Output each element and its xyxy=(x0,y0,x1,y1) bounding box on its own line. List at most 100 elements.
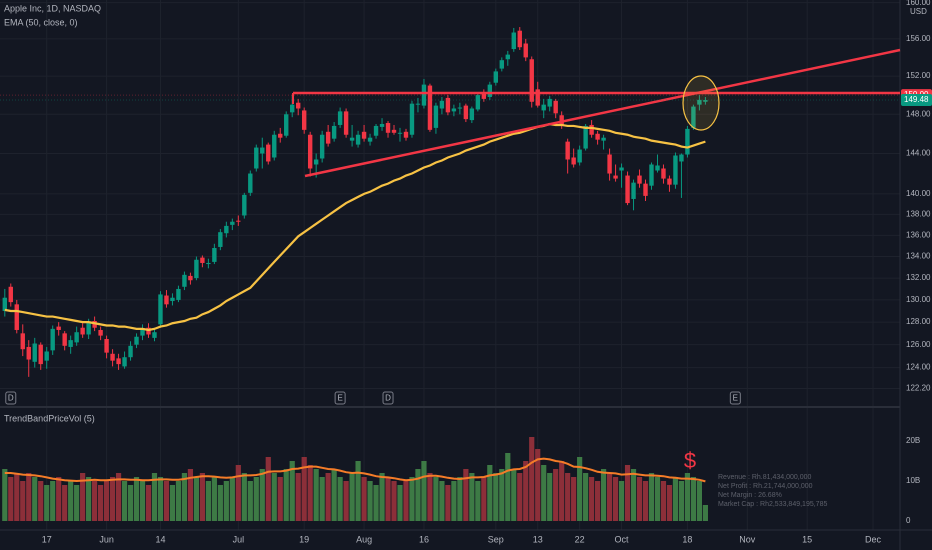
volume-bar xyxy=(684,473,691,521)
volume-bar xyxy=(547,473,553,521)
candle-body xyxy=(577,149,582,163)
x-tick-label: 16 xyxy=(419,534,429,544)
price-label: 149.48 xyxy=(904,95,929,104)
candle-body xyxy=(164,295,169,305)
volume-bar xyxy=(433,477,439,521)
candle-body xyxy=(691,106,696,128)
volume-bar xyxy=(74,485,80,521)
candle-body xyxy=(529,59,534,102)
fundamental: Net Margin : 26.68% xyxy=(718,492,782,499)
volume-bar xyxy=(463,469,469,521)
volume-bar xyxy=(571,477,577,521)
candle-body xyxy=(649,164,654,186)
candle-body xyxy=(643,183,648,196)
candle-body xyxy=(337,111,343,125)
volume-bar xyxy=(265,457,271,521)
candle-body xyxy=(373,125,379,136)
volume-bar xyxy=(103,481,110,521)
candle-body xyxy=(679,154,684,162)
y-tick-label: 124.00 xyxy=(906,363,931,372)
volume-bar xyxy=(301,457,307,521)
candle-body xyxy=(511,32,516,50)
volume-bar xyxy=(493,473,499,521)
x-tick-label: 18 xyxy=(682,534,692,544)
volume-bar xyxy=(175,481,182,521)
event-label: D xyxy=(8,394,14,403)
y-tick-label: 160.00 xyxy=(906,0,931,7)
candle-body xyxy=(493,71,499,83)
candle-body xyxy=(625,175,630,204)
candle-body xyxy=(415,103,421,105)
indicator-title[interactable]: EMA (50, close, 0) xyxy=(4,17,78,27)
volume-bar xyxy=(624,465,631,521)
volume-bar xyxy=(349,473,355,521)
volume-bar xyxy=(295,473,301,521)
event-marker[interactable] xyxy=(5,391,17,405)
volume-bar xyxy=(553,469,559,521)
volume-bar xyxy=(97,485,104,521)
candle-body xyxy=(296,102,301,109)
volume-title[interactable]: TrendBandPriceVol (5) xyxy=(4,413,95,423)
event-marker[interactable] xyxy=(729,391,741,405)
candle-body xyxy=(74,332,79,343)
candle-body xyxy=(2,297,7,311)
volume-bar xyxy=(391,481,397,521)
fundamental: Market Cap : Rh2,533,849,195,785 xyxy=(718,501,827,508)
candle-body xyxy=(194,259,199,279)
ema-line xyxy=(4,122,706,332)
candle-body xyxy=(236,220,241,222)
x-tick-label: 13 xyxy=(533,534,543,544)
candle-body xyxy=(661,168,666,179)
candle-body xyxy=(445,97,451,113)
candle-body xyxy=(349,137,355,141)
candle-body xyxy=(379,123,385,127)
candle-body xyxy=(481,93,487,99)
candle-body xyxy=(128,345,133,358)
volume-bar xyxy=(62,485,68,521)
volume-bar xyxy=(211,477,217,521)
volume-bar xyxy=(157,477,164,521)
candle-body xyxy=(248,173,253,193)
symbol-title[interactable]: Apple Inc, 1D, NASDAQ xyxy=(4,3,101,13)
volume-bar xyxy=(283,469,289,521)
candle-body xyxy=(224,225,229,234)
volume-bar xyxy=(589,477,595,521)
event-marker[interactable] xyxy=(382,391,394,405)
candle-body xyxy=(367,137,373,142)
candle-body xyxy=(140,328,145,336)
candle-body xyxy=(433,105,439,128)
candle-body xyxy=(260,147,265,154)
volume-bar xyxy=(115,473,122,521)
x-tick-label: Jun xyxy=(99,534,114,544)
volume-bar xyxy=(193,477,200,521)
candle-body xyxy=(325,131,331,144)
x-tick-label: 17 xyxy=(42,534,52,544)
event-marker[interactable] xyxy=(334,391,346,405)
fundamental: Revenue : Rh.81,434,000,000 xyxy=(718,474,812,481)
event-label: E xyxy=(337,394,342,403)
volume-bar xyxy=(92,481,98,521)
volume-bar xyxy=(121,481,128,521)
candle-body xyxy=(469,108,475,121)
volume-bar xyxy=(385,477,391,521)
volume-bar xyxy=(529,437,535,521)
candle-body xyxy=(116,358,121,365)
candle-body xyxy=(463,105,469,120)
volume-bar xyxy=(331,469,337,521)
candle-body xyxy=(673,155,678,185)
volume-bar xyxy=(481,477,487,521)
candle-body xyxy=(331,125,337,139)
volume-bar xyxy=(642,481,649,521)
candle-body xyxy=(505,54,510,60)
volume-bar xyxy=(253,477,259,521)
volume-bar xyxy=(487,465,493,521)
candle-body xyxy=(158,294,163,325)
volume-bar xyxy=(702,505,708,521)
candle-body xyxy=(403,131,409,138)
volume-bar xyxy=(618,481,625,521)
highlight-ellipse xyxy=(682,75,720,131)
candle-body xyxy=(176,288,181,300)
volume-bar xyxy=(181,473,188,521)
y-tick-label: 136.00 xyxy=(906,230,931,239)
